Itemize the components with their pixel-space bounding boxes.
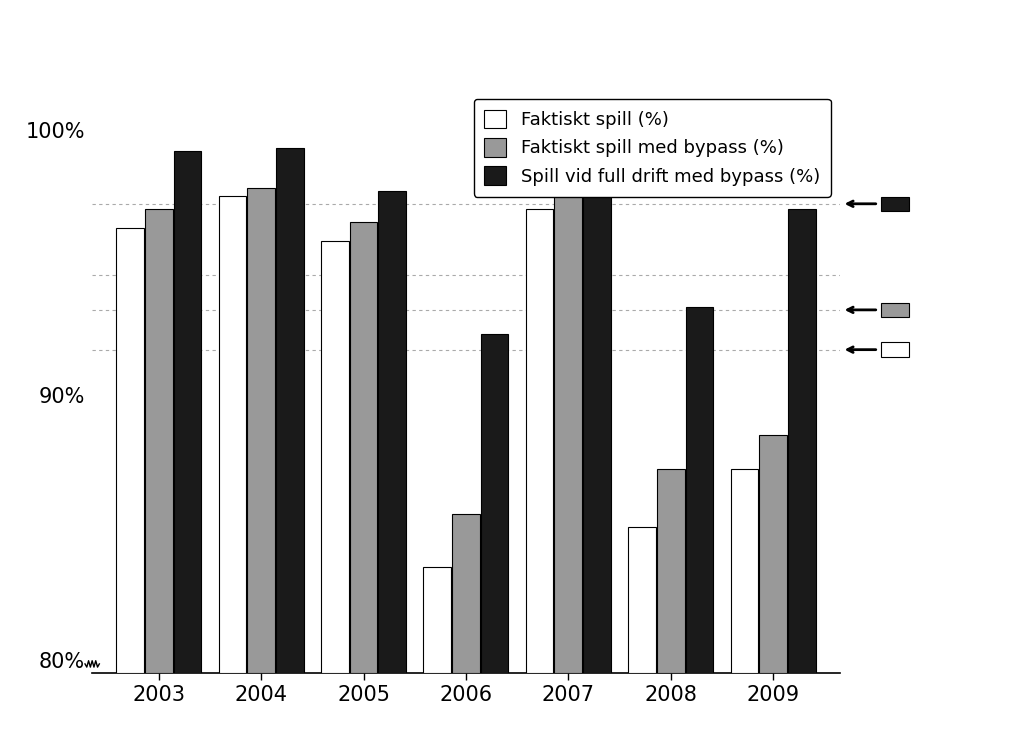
Bar [173,151,201,673]
Bar [881,303,909,317]
Bar [481,334,508,673]
Bar [731,469,758,673]
Bar [788,209,816,673]
Bar [881,343,909,357]
Bar [452,514,479,673]
Bar [116,227,143,673]
Bar [526,209,553,673]
Bar [379,191,406,673]
Bar [144,209,172,673]
Bar [275,148,303,673]
Bar [657,469,684,673]
Legend: Faktiskt spill (%), Faktiskt spill med bypass (%), Spill vid full drift med bypa: Faktiskt spill (%), Faktiskt spill med b… [474,99,830,197]
Bar [628,527,655,673]
Bar [349,222,377,673]
Bar [321,241,348,673]
Bar [584,129,610,673]
Bar [423,567,451,673]
Bar [555,151,582,673]
Bar [760,435,786,673]
Bar [218,196,246,673]
Bar [881,197,909,211]
Bar [247,188,274,673]
Bar [686,307,713,673]
